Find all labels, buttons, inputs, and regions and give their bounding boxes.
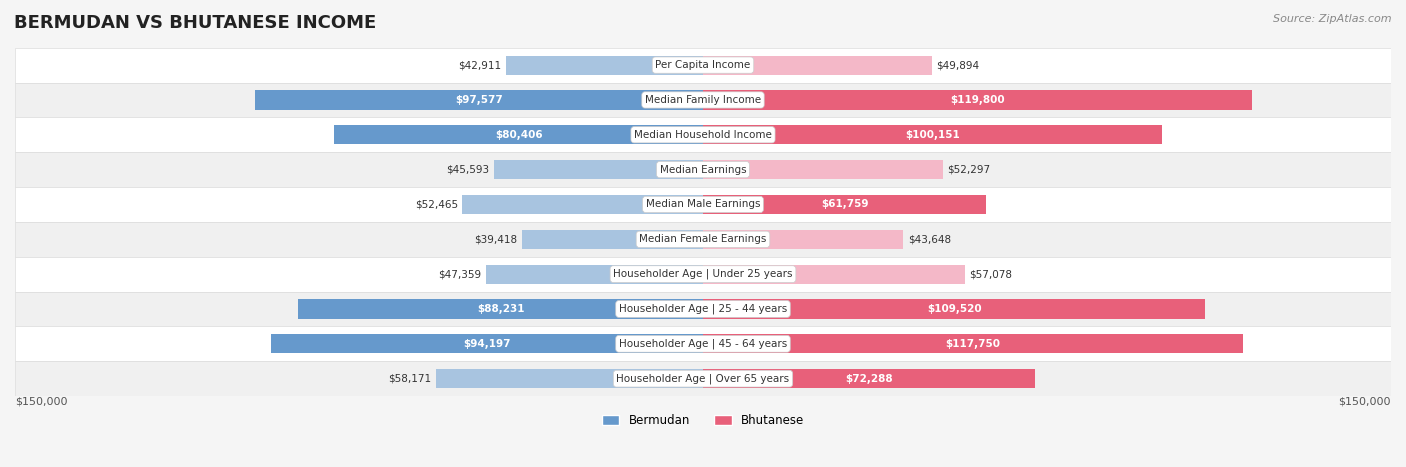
- Text: Median Family Income: Median Family Income: [645, 95, 761, 105]
- Bar: [15, 222, 1391, 257]
- Text: $119,800: $119,800: [950, 95, 1005, 105]
- Bar: [703, 160, 943, 179]
- Bar: [506, 56, 703, 75]
- Bar: [15, 326, 1391, 361]
- Text: $45,593: $45,593: [446, 165, 489, 175]
- Text: Median Household Income: Median Household Income: [634, 130, 772, 140]
- Text: $109,520: $109,520: [927, 304, 981, 314]
- Bar: [703, 125, 1163, 144]
- Bar: [15, 291, 1391, 326]
- Bar: [15, 48, 1391, 83]
- Bar: [703, 369, 1035, 388]
- Text: $42,911: $42,911: [458, 60, 502, 70]
- Text: $52,297: $52,297: [948, 165, 991, 175]
- Bar: [298, 299, 703, 318]
- Bar: [494, 160, 703, 179]
- Bar: [703, 91, 1253, 110]
- Bar: [703, 265, 965, 284]
- Bar: [436, 369, 703, 388]
- Bar: [15, 117, 1391, 152]
- Text: Householder Age | 25 - 44 years: Householder Age | 25 - 44 years: [619, 304, 787, 314]
- Bar: [15, 257, 1391, 291]
- Bar: [15, 83, 1391, 117]
- Text: Median Male Earnings: Median Male Earnings: [645, 199, 761, 210]
- Text: $97,577: $97,577: [456, 95, 503, 105]
- Text: Householder Age | 45 - 64 years: Householder Age | 45 - 64 years: [619, 339, 787, 349]
- Bar: [703, 230, 903, 249]
- Text: $52,465: $52,465: [415, 199, 458, 210]
- Text: $88,231: $88,231: [477, 304, 524, 314]
- Text: $150,000: $150,000: [1339, 396, 1391, 406]
- Text: Householder Age | Over 65 years: Householder Age | Over 65 years: [616, 374, 790, 384]
- Text: $117,750: $117,750: [946, 339, 1001, 349]
- Text: $58,171: $58,171: [388, 374, 432, 384]
- Text: $43,648: $43,648: [908, 234, 950, 244]
- Legend: Bermudan, Bhutanese: Bermudan, Bhutanese: [598, 410, 808, 432]
- Bar: [463, 195, 703, 214]
- Text: $80,406: $80,406: [495, 130, 543, 140]
- Bar: [703, 56, 932, 75]
- Text: Per Capita Income: Per Capita Income: [655, 60, 751, 70]
- Text: $72,288: $72,288: [845, 374, 893, 384]
- Bar: [522, 230, 703, 249]
- Bar: [256, 91, 703, 110]
- Text: Median Female Earnings: Median Female Earnings: [640, 234, 766, 244]
- Text: $150,000: $150,000: [15, 396, 67, 406]
- Text: BERMUDAN VS BHUTANESE INCOME: BERMUDAN VS BHUTANESE INCOME: [14, 14, 377, 32]
- Bar: [335, 125, 703, 144]
- Bar: [15, 361, 1391, 396]
- Text: $94,197: $94,197: [463, 339, 510, 349]
- Text: Householder Age | Under 25 years: Householder Age | Under 25 years: [613, 269, 793, 279]
- Bar: [271, 334, 703, 354]
- Bar: [703, 195, 986, 214]
- Bar: [703, 299, 1205, 318]
- Text: $47,359: $47,359: [439, 269, 481, 279]
- Text: $57,078: $57,078: [969, 269, 1012, 279]
- Bar: [15, 187, 1391, 222]
- Bar: [15, 152, 1391, 187]
- Text: $49,894: $49,894: [936, 60, 980, 70]
- Text: $39,418: $39,418: [474, 234, 517, 244]
- Text: $100,151: $100,151: [905, 130, 960, 140]
- Bar: [486, 265, 703, 284]
- Text: Source: ZipAtlas.com: Source: ZipAtlas.com: [1274, 14, 1392, 24]
- Text: Median Earnings: Median Earnings: [659, 165, 747, 175]
- Bar: [703, 334, 1243, 354]
- Text: $61,759: $61,759: [821, 199, 869, 210]
